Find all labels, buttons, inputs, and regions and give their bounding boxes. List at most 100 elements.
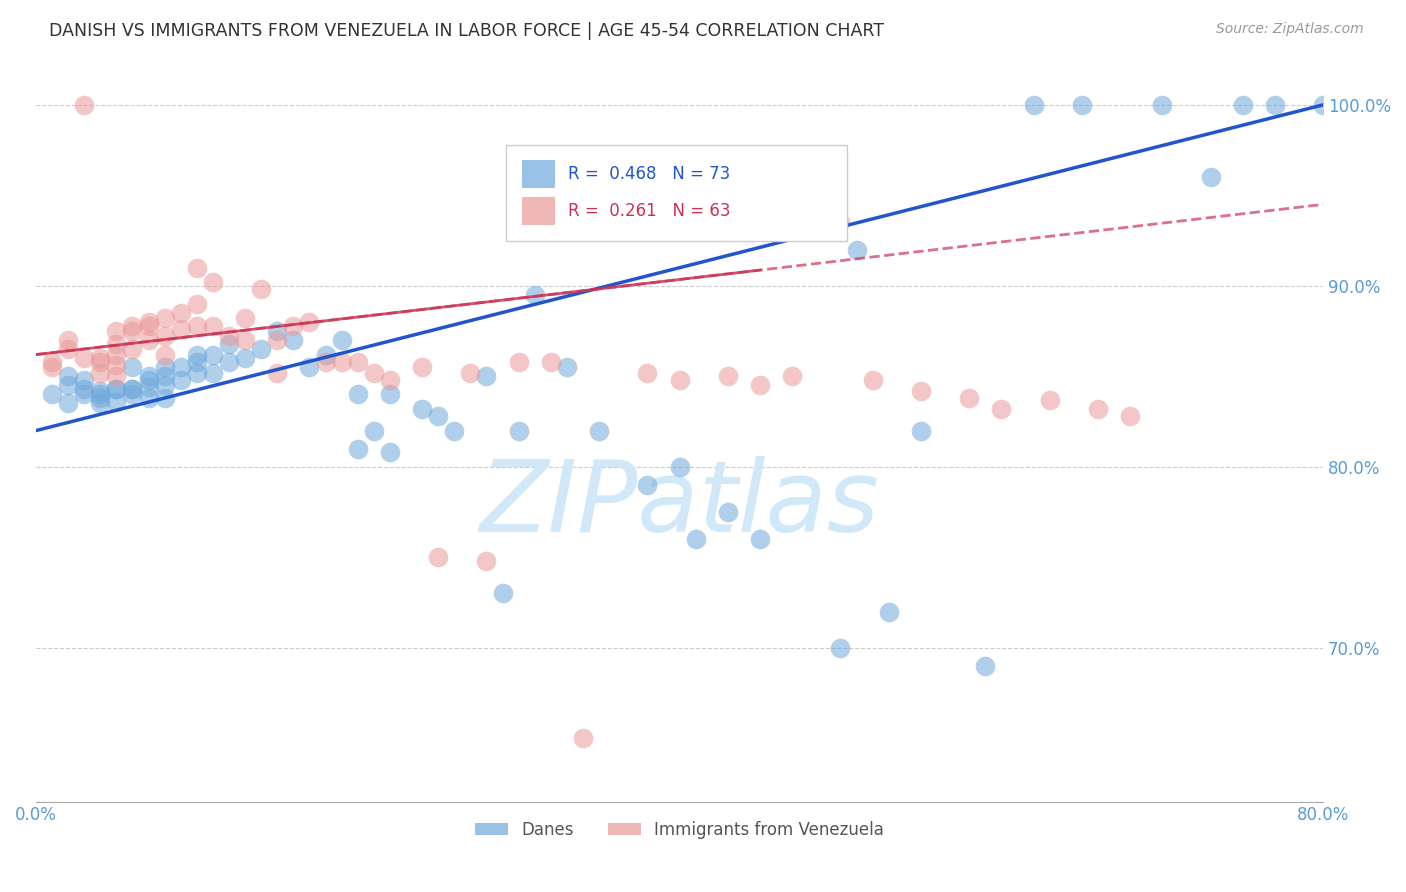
Point [153, 378, 176, 392]
Point [523, 288, 546, 302]
Point [957, 391, 980, 405]
Point [105, 324, 128, 338]
Point [105, 382, 128, 396]
Point [427, 409, 450, 423]
Point [315, 355, 337, 369]
Point [73, 351, 96, 366]
Point [153, 311, 176, 326]
Text: ZIPatlas: ZIPatlas [479, 457, 880, 553]
Point [990, 401, 1012, 416]
Point [138, 380, 160, 394]
Point [138, 318, 160, 333]
Point [266, 324, 288, 338]
Point [89, 366, 111, 380]
Point [475, 554, 498, 568]
Point [121, 342, 143, 356]
FancyBboxPatch shape [523, 197, 555, 225]
Point [186, 366, 208, 380]
Point [105, 394, 128, 409]
Point [1199, 170, 1222, 185]
Point [186, 297, 208, 311]
Point [153, 360, 176, 375]
Point [186, 355, 208, 369]
Text: DANISH VS IMMIGRANTS FROM VENEZUELA IN LABOR FORCE | AGE 45-54 CORRELATION CHART: DANISH VS IMMIGRANTS FROM VENEZUELA IN L… [49, 22, 884, 40]
Point [41, 387, 63, 401]
Point [170, 360, 193, 375]
Legend: Danes, Immigrants from Venezuela: Danes, Immigrants from Venezuela [468, 814, 891, 846]
Point [540, 355, 562, 369]
Point [1152, 98, 1174, 112]
Point [1070, 98, 1092, 112]
Point [89, 355, 111, 369]
Point [298, 360, 321, 375]
Point [1087, 401, 1109, 416]
Point [877, 605, 900, 619]
Point [346, 442, 368, 456]
Text: R =  0.468   N = 73: R = 0.468 N = 73 [568, 165, 730, 183]
Point [201, 366, 224, 380]
Point [974, 658, 997, 673]
Point [138, 391, 160, 405]
Point [218, 336, 240, 351]
Point [233, 351, 256, 366]
Point [330, 333, 353, 347]
Text: Source: ZipAtlas.com: Source: ZipAtlas.com [1216, 22, 1364, 37]
Point [105, 348, 128, 362]
Point [491, 586, 513, 600]
Point [233, 333, 256, 347]
Point [186, 318, 208, 333]
Point [73, 373, 96, 387]
Point [89, 384, 111, 398]
Point [717, 505, 740, 519]
Point [346, 355, 368, 369]
Point [170, 322, 193, 336]
Point [411, 360, 433, 375]
Point [460, 366, 482, 380]
Point [555, 360, 578, 375]
Point [508, 355, 530, 369]
Point [121, 324, 143, 338]
Point [298, 315, 321, 329]
Point [330, 355, 353, 369]
Point [73, 382, 96, 396]
Point [121, 360, 143, 375]
Point [201, 275, 224, 289]
Point [41, 360, 63, 375]
Point [685, 532, 707, 546]
Point [1312, 98, 1334, 112]
FancyBboxPatch shape [506, 145, 846, 242]
Point [138, 333, 160, 347]
Point [1022, 98, 1045, 112]
Point [830, 215, 852, 229]
Point [636, 478, 658, 492]
Point [73, 387, 96, 401]
Point [170, 306, 193, 320]
Point [105, 382, 128, 396]
Point [572, 731, 595, 746]
Point [283, 318, 305, 333]
Point [363, 424, 385, 438]
Point [89, 396, 111, 410]
Point [105, 359, 128, 373]
Point [89, 351, 111, 366]
Point [121, 382, 143, 396]
Point [170, 373, 193, 387]
Point [218, 355, 240, 369]
Point [41, 355, 63, 369]
Point [378, 387, 401, 401]
Point [186, 260, 208, 275]
Point [475, 369, 498, 384]
Point [121, 318, 143, 333]
Point [153, 369, 176, 384]
Point [138, 373, 160, 387]
Point [89, 391, 111, 405]
Point [56, 342, 79, 356]
Point [56, 369, 79, 384]
Point [56, 396, 79, 410]
Point [201, 348, 224, 362]
Point [201, 318, 224, 333]
Point [749, 378, 772, 392]
Point [1039, 392, 1062, 407]
Point [56, 333, 79, 347]
Point [862, 373, 884, 387]
